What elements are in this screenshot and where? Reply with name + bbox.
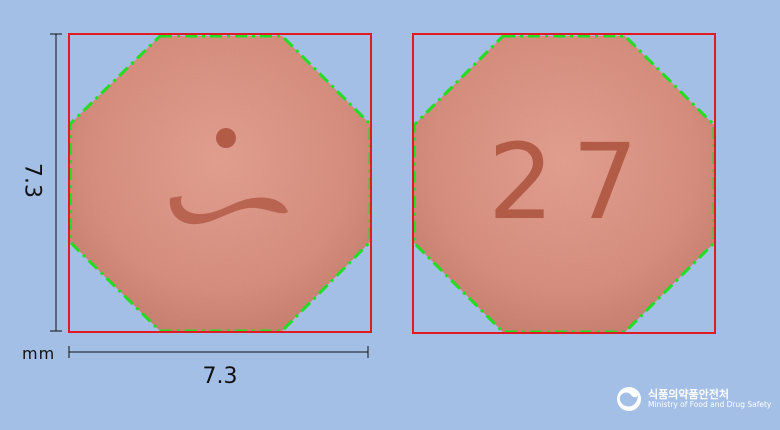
mfds-english-name: Ministry of Food and Drug Safety	[648, 399, 772, 409]
tablet-front	[68, 33, 372, 333]
width-label: 7.3	[202, 364, 238, 389]
tablet-back-imprint: 27	[488, 121, 656, 243]
tablet-back-bounding-box	[412, 33, 716, 334]
tablet-front-bounding-box	[68, 33, 372, 333]
mfds-logo: 식품의약품안전처 Ministry of Food and Drug Safet…	[616, 386, 771, 412]
tablet-back: 27	[412, 33, 716, 334]
mfds-korean-name: 식품의약품안전처	[648, 387, 729, 401]
person-symbol-icon	[169, 128, 288, 225]
height-label: 7.3	[19, 163, 45, 198]
taegeuk-emblem-icon	[617, 387, 641, 411]
height-dimension-line	[50, 33, 62, 332]
unit-label: mm	[22, 344, 56, 363]
width-dimension-line	[68, 346, 369, 358]
